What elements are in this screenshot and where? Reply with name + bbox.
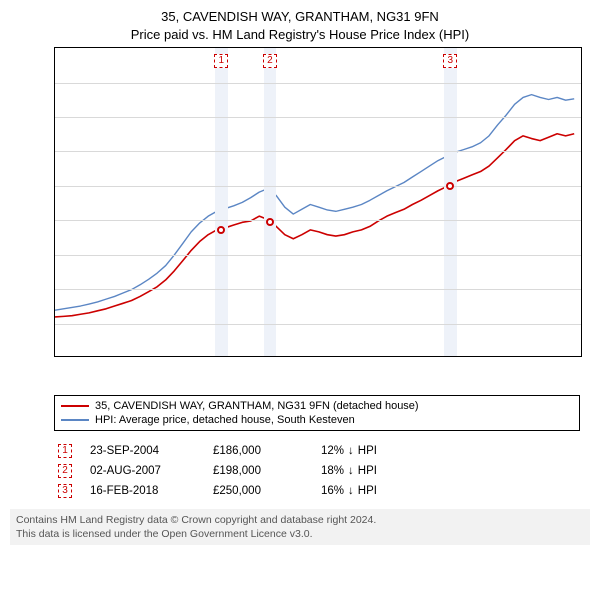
sale-marker-box: 2 <box>263 54 277 68</box>
grid-line <box>55 186 581 187</box>
arrow-down-icon: ↓ <box>348 485 354 497</box>
grid-line <box>55 255 581 256</box>
sale-marker-box: 3 <box>443 54 457 68</box>
arrow-down-icon: ↓ <box>348 465 354 477</box>
sale-price: £250,000 <box>213 485 303 497</box>
chart-container: 35, CAVENDISH WAY, GRANTHAM, NG31 9FN Pr… <box>0 0 600 553</box>
grid-line <box>55 83 581 84</box>
sale-row: 3 16-FEB-2018 £250,000 16% ↓ HPI <box>54 481 590 501</box>
sale-diff-pct: 16% <box>321 485 344 497</box>
attribution-footer: Contains HM Land Registry data © Crown c… <box>10 509 590 545</box>
sale-marker-band <box>264 48 277 356</box>
grid-line <box>55 220 581 221</box>
sale-marker-box: 1 <box>214 54 228 68</box>
sales-table: 1 23-SEP-2004 £186,000 12% ↓ HPI 2 02-AUG-2007 £… <box>54 441 590 501</box>
sale-date: 02-AUG-2007 <box>90 465 195 477</box>
sale-marker-dot <box>446 182 454 190</box>
grid-line <box>55 289 581 290</box>
grid-line <box>55 324 581 325</box>
legend-label: 35, CAVENDISH WAY, GRANTHAM, NG31 9FN (d… <box>95 400 419 412</box>
legend-row: HPI: Average price, detached house, Sout… <box>61 413 573 427</box>
chart-svg <box>55 48 581 357</box>
grid-line <box>55 151 581 152</box>
title-line-2: Price paid vs. HM Land Registry's House … <box>10 26 590 44</box>
sale-price: £186,000 <box>213 445 303 457</box>
sale-diff: 12% ↓ HPI <box>321 445 377 457</box>
sale-number-box: 3 <box>58 484 72 498</box>
sale-marker-band <box>444 48 457 356</box>
sale-diff: 16% ↓ HPI <box>321 485 377 497</box>
sale-price: £198,000 <box>213 465 303 477</box>
legend-swatch <box>61 405 89 407</box>
sale-marker-band <box>215 48 228 356</box>
sale-number-box: 2 <box>58 464 72 478</box>
legend-row: 35, CAVENDISH WAY, GRANTHAM, NG31 9FN (d… <box>61 399 573 413</box>
sale-diff-label: HPI <box>358 485 377 497</box>
sale-diff-pct: 18% <box>321 465 344 477</box>
arrow-down-icon: ↓ <box>348 445 354 457</box>
footer-line-2: This data is licensed under the Open Gov… <box>16 527 584 541</box>
legend-label: HPI: Average price, detached house, Sout… <box>95 414 355 426</box>
sale-diff-label: HPI <box>358 465 377 477</box>
title-line-1: 35, CAVENDISH WAY, GRANTHAM, NG31 9FN <box>10 8 590 26</box>
sale-number-box: 1 <box>58 444 72 458</box>
grid-line <box>55 117 581 118</box>
sale-date: 16-FEB-2018 <box>90 485 195 497</box>
sale-diff: 18% ↓ HPI <box>321 465 377 477</box>
series-hpi <box>55 95 574 311</box>
chart-area: £0K£50K£100K£150K£200K£250K£300K£350K£40… <box>54 47 590 357</box>
sale-marker-dot <box>217 226 225 234</box>
chart-title: 35, CAVENDISH WAY, GRANTHAM, NG31 9FN Pr… <box>10 8 590 43</box>
sale-diff-pct: 12% <box>321 445 344 457</box>
sale-diff-label: HPI <box>358 445 377 457</box>
legend-swatch <box>61 419 89 421</box>
sale-row: 2 02-AUG-2007 £198,000 18% ↓ HPI <box>54 461 590 481</box>
sale-row: 1 23-SEP-2004 £186,000 12% ↓ HPI <box>54 441 590 461</box>
sale-date: 23-SEP-2004 <box>90 445 195 457</box>
legend: 35, CAVENDISH WAY, GRANTHAM, NG31 9FN (d… <box>54 395 580 431</box>
sale-marker-dot <box>266 218 274 226</box>
plot-area: £0K£50K£100K£150K£200K£250K£300K£350K£40… <box>54 47 582 357</box>
footer-line-1: Contains HM Land Registry data © Crown c… <box>16 513 584 527</box>
